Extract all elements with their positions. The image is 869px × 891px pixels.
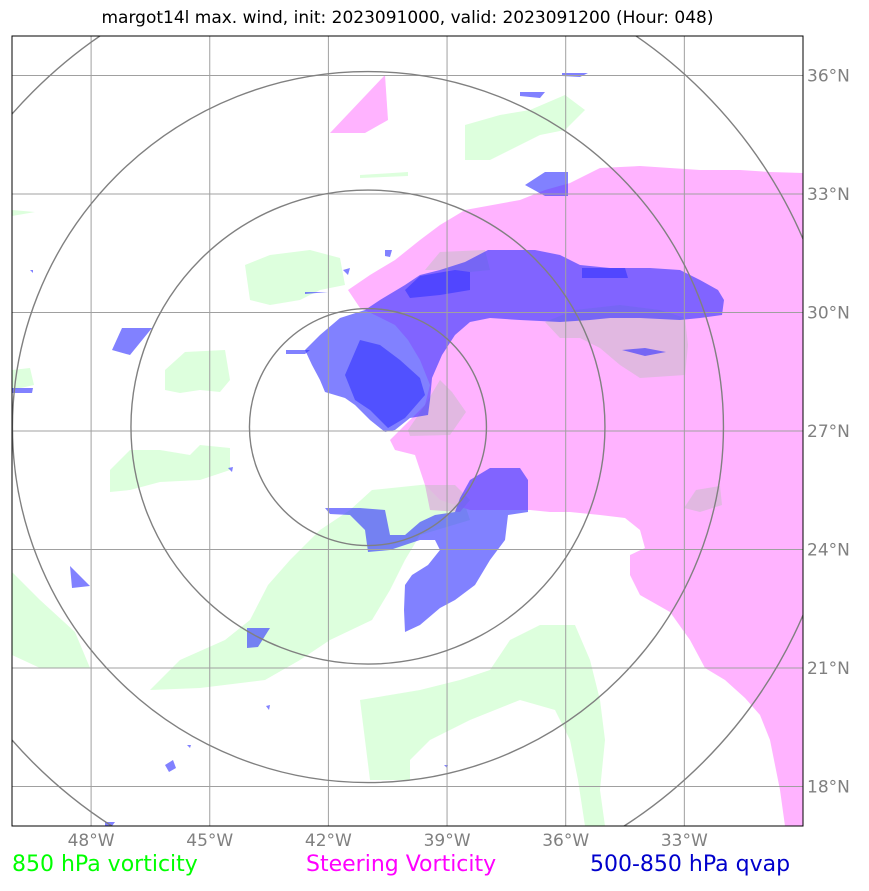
overlap-layer bbox=[408, 250, 722, 512]
steering-vorticity-layer bbox=[330, 75, 803, 826]
lon-tick-label: 36°W bbox=[542, 831, 589, 851]
legend-steering-vorticity: Steering Vorticity bbox=[306, 852, 497, 877]
lat-tick-label: 27°N bbox=[807, 422, 850, 442]
range-ring bbox=[248, 307, 488, 547]
legend-qvap: 500-850 hPa qvap bbox=[590, 852, 791, 877]
lon-tick-label: 45°W bbox=[186, 831, 233, 851]
lon-tick-label: 39°W bbox=[424, 831, 471, 851]
lat-tick-label: 33°N bbox=[807, 185, 850, 205]
map-title: margot14l max. wind, init: 2023091000, v… bbox=[101, 8, 714, 28]
lat-lon-grid bbox=[12, 36, 803, 826]
longitude-tick-labels: 48°W 45°W 42°W 39°W 36°W 33°W bbox=[68, 831, 708, 851]
lat-tick-label: 21°N bbox=[807, 659, 850, 679]
latitude-tick-labels: 18°N 21°N 24°N 27°N 30°N 33°N 36°N bbox=[807, 67, 850, 798]
lon-tick-label: 48°W bbox=[68, 831, 115, 851]
lat-tick-label: 18°N bbox=[807, 778, 850, 798]
legend-850-vorticity: 850 hPa vorticity bbox=[12, 852, 198, 877]
lat-tick-label: 36°N bbox=[807, 67, 850, 87]
lon-tick-label: 42°W bbox=[305, 831, 352, 851]
lon-tick-label: 33°W bbox=[661, 831, 708, 851]
lat-tick-label: 24°N bbox=[807, 541, 850, 561]
qvap-layer bbox=[12, 73, 724, 826]
lat-tick-label: 30°N bbox=[807, 304, 850, 324]
map-frame bbox=[11, 35, 804, 827]
range-ring bbox=[130, 189, 606, 665]
